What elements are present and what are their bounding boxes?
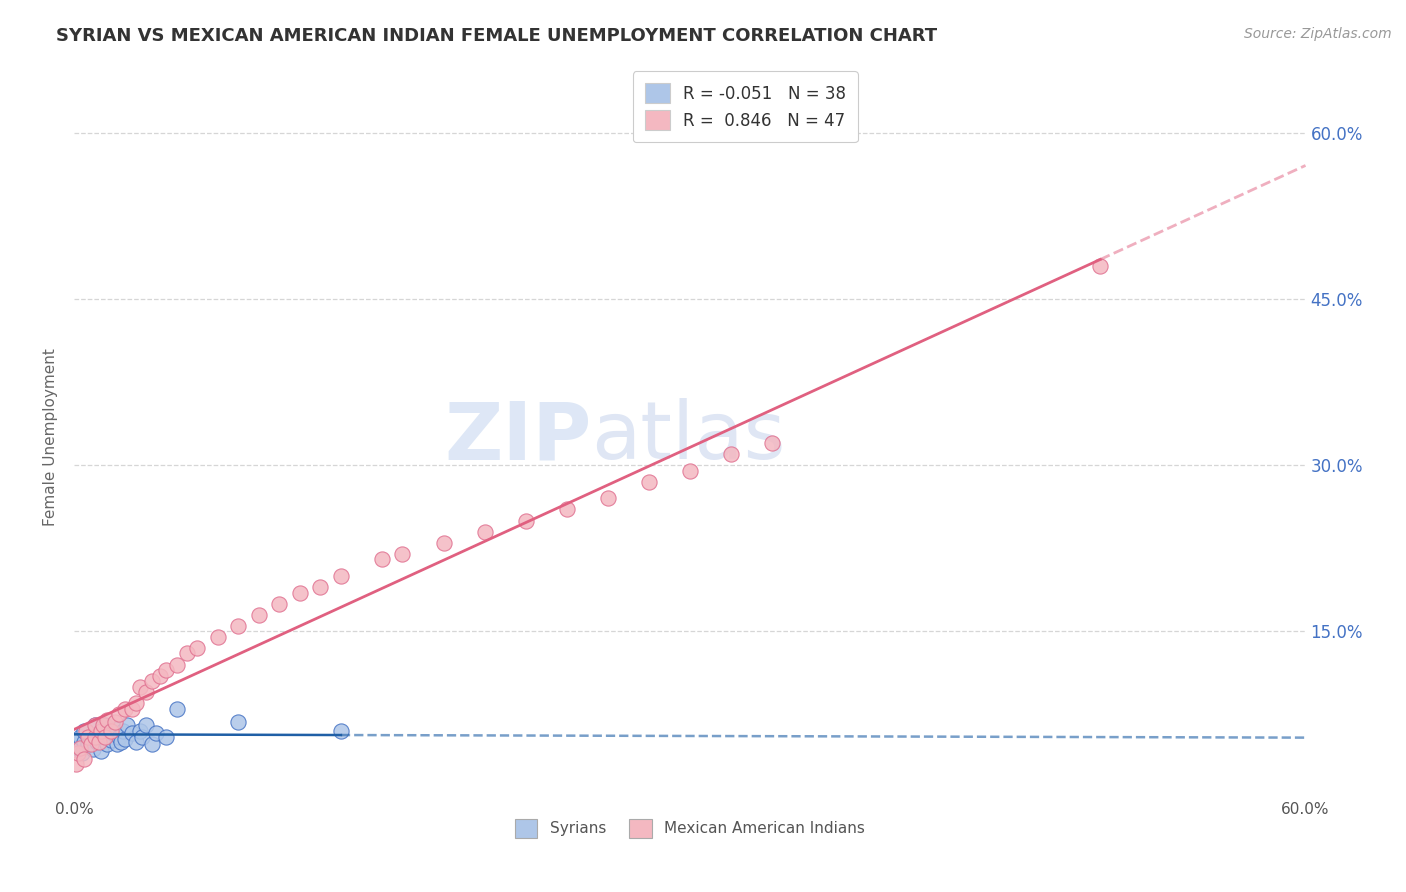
Point (596, 491, 619, 506)
Point (176, 647, 198, 661)
Point (96, 737, 118, 751)
Point (149, 668, 172, 682)
Legend: Syrians, Mexican American Indians: Syrians, Mexican American Indians (509, 813, 872, 844)
Point (329, 723, 352, 738)
Point (100, 723, 122, 738)
Point (269, 597, 291, 611)
Point (110, 735, 132, 749)
Text: atlas: atlas (592, 399, 786, 476)
Point (87, 735, 110, 749)
Point (128, 723, 150, 738)
Point (87, 726, 110, 740)
Point (69, 740, 91, 755)
Point (73, 752, 96, 766)
Point (761, 436, 783, 450)
Point (637, 475, 659, 489)
Point (114, 731, 136, 746)
Point (67, 740, 90, 755)
Point (128, 680, 150, 694)
Point (155, 663, 177, 677)
Text: Source: ZipAtlas.com: Source: ZipAtlas.com (1244, 27, 1392, 41)
Point (94, 730, 117, 744)
Point (155, 730, 177, 744)
Point (474, 524, 496, 539)
Point (114, 702, 136, 716)
Text: ZIP: ZIP (444, 399, 592, 476)
Point (91, 723, 114, 738)
Point (108, 730, 131, 744)
Point (105, 737, 128, 751)
Point (112, 723, 135, 738)
Point (288, 585, 311, 599)
Point (166, 702, 188, 716)
Point (247, 607, 270, 622)
Point (141, 674, 163, 689)
Point (679, 464, 702, 478)
Point (94, 730, 117, 744)
Point (309, 580, 332, 594)
Point (371, 552, 394, 566)
Point (145, 726, 167, 740)
Point (141, 737, 163, 751)
Point (82, 741, 104, 756)
Point (135, 718, 157, 732)
Y-axis label: Female Unemployment: Female Unemployment (44, 349, 58, 526)
Point (69, 730, 91, 744)
Point (65, 757, 87, 772)
Point (124, 735, 146, 749)
Point (100, 732, 122, 747)
Point (391, 547, 413, 561)
Point (83, 730, 105, 744)
Point (73, 723, 96, 738)
Point (73, 735, 96, 749)
Point (94, 718, 117, 732)
Point (104, 715, 127, 730)
Point (79, 732, 101, 747)
Point (555, 502, 578, 516)
Point (515, 514, 537, 528)
Point (121, 702, 143, 716)
Point (226, 715, 249, 730)
Point (77, 730, 100, 744)
Point (166, 657, 188, 672)
Point (83, 718, 105, 732)
Point (135, 685, 157, 699)
Point (101, 726, 124, 740)
Point (86, 735, 108, 749)
Point (186, 640, 208, 655)
Point (91, 718, 114, 732)
Point (96, 713, 118, 727)
Point (79, 737, 101, 751)
Point (432, 535, 454, 549)
Point (124, 696, 146, 710)
Point (90, 744, 112, 758)
Point (207, 630, 229, 644)
Point (104, 722, 127, 736)
Point (67, 746, 90, 760)
Point (83, 730, 105, 744)
Point (1090, 259, 1112, 273)
Text: SYRIAN VS MEXICAN AMERICAN INDIAN FEMALE UNEMPLOYMENT CORRELATION CHART: SYRIAN VS MEXICAN AMERICAN INDIAN FEMALE… (56, 27, 938, 45)
Point (75, 723, 97, 738)
Point (90, 723, 112, 738)
Point (117, 718, 139, 732)
Point (131, 730, 153, 744)
Point (65, 735, 87, 749)
Point (108, 707, 131, 722)
Point (121, 726, 143, 740)
Point (77, 737, 100, 751)
Point (329, 569, 352, 583)
Point (226, 619, 249, 633)
Point (72, 746, 94, 760)
Point (83, 718, 105, 732)
Point (720, 447, 742, 461)
